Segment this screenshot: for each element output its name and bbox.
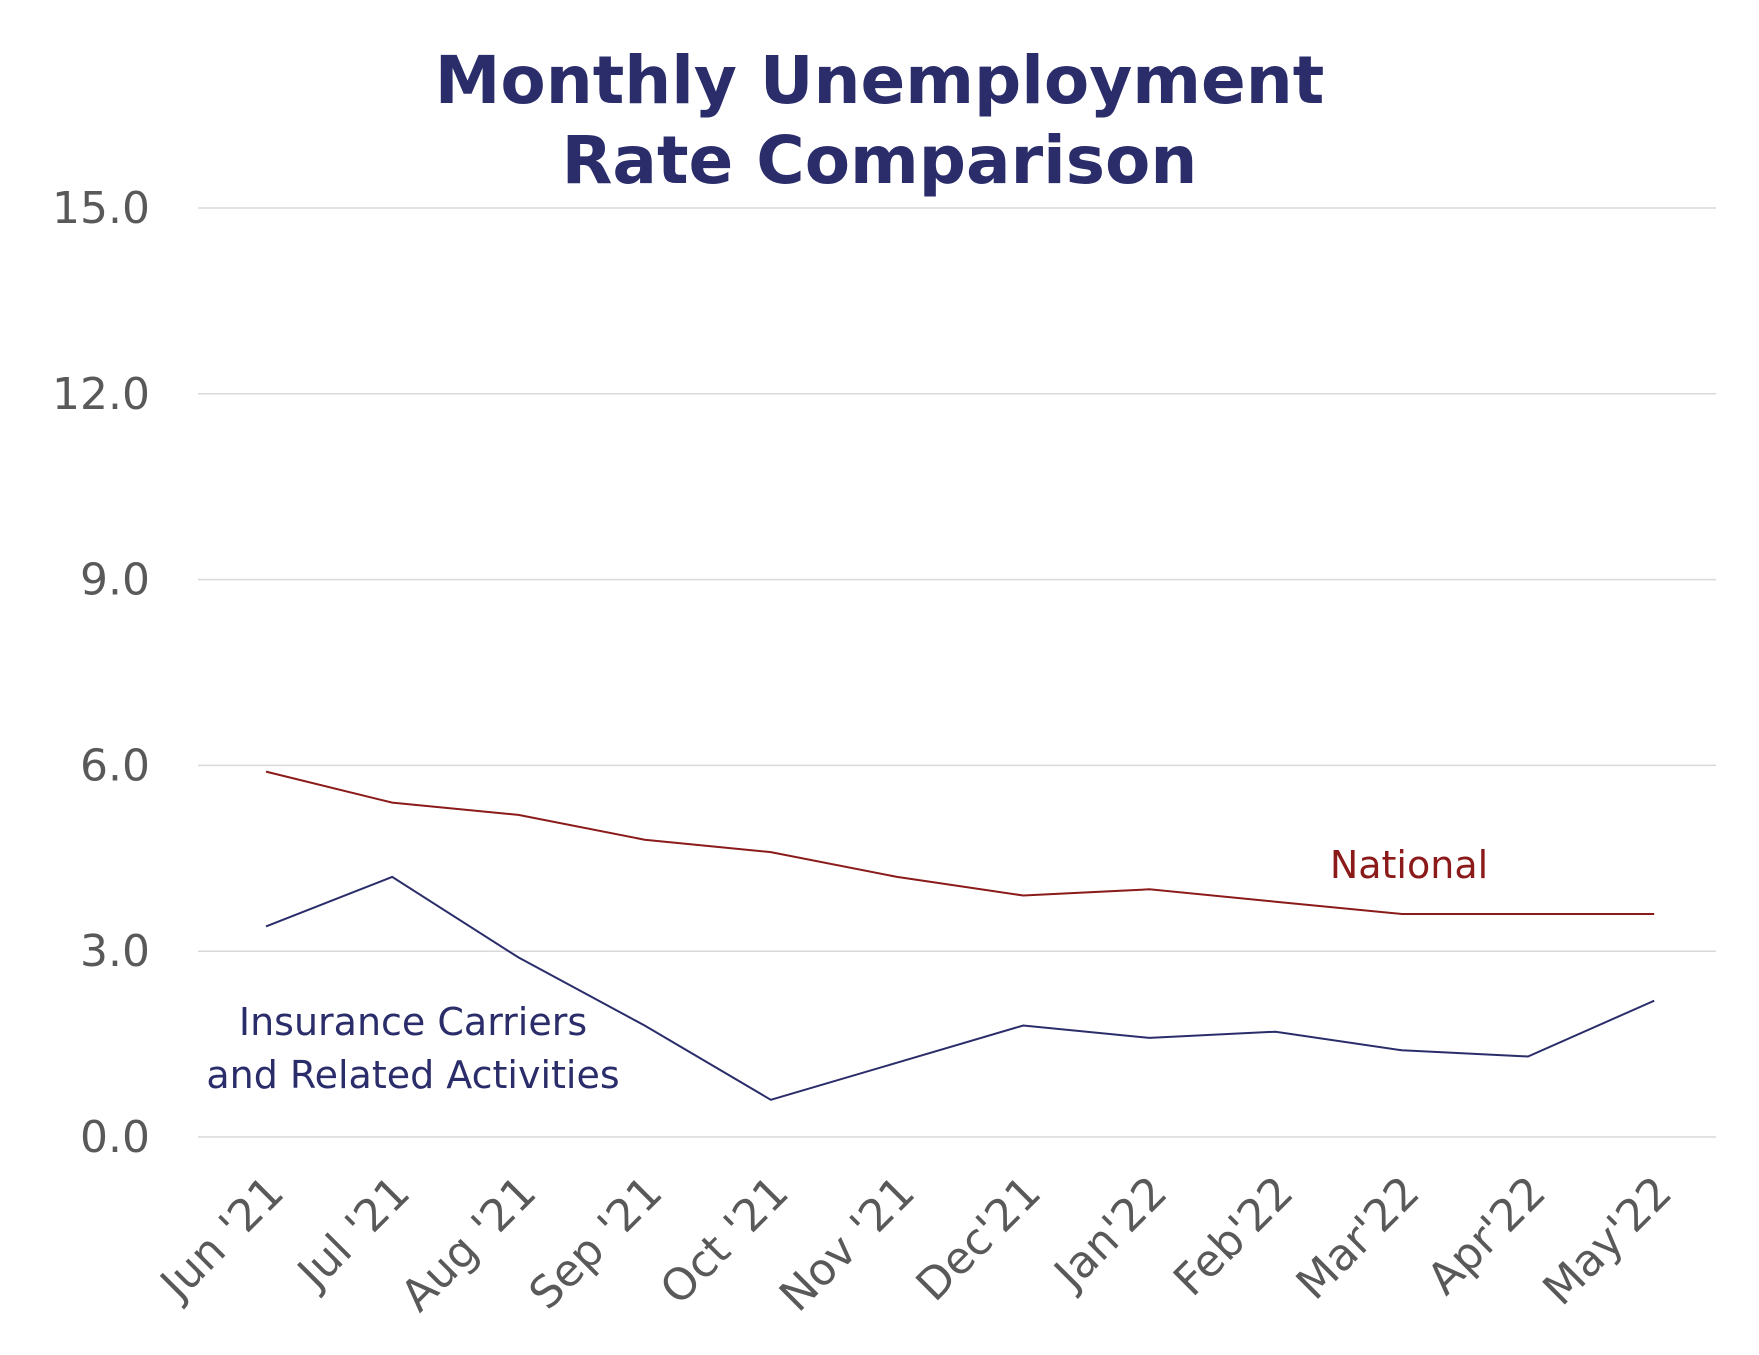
data-point (1023, 1025, 1024, 1026)
chart-title-line-1: Monthly Unemployment (434, 42, 1325, 119)
x-tick-label: Jan'22 (1043, 1167, 1177, 1301)
data-point (1528, 914, 1529, 915)
data-point (1275, 901, 1276, 902)
data-point (518, 957, 519, 958)
data-point (392, 876, 393, 877)
x-tick-label: Feb'22 (1164, 1167, 1303, 1306)
data-point (770, 852, 771, 853)
x-tick-label: Aug '21 (391, 1167, 546, 1322)
data-point (644, 839, 645, 840)
data-point (1275, 1031, 1276, 1032)
data-point (1654, 1000, 1655, 1001)
y-tick-label: 9.0 (80, 555, 150, 606)
y-tick-label: 0.0 (80, 1112, 150, 1163)
series-line-insurance (265, 875, 1655, 1101)
series-line-national (265, 770, 1655, 915)
y-tick-label: 6.0 (80, 740, 150, 791)
x-tick-label: Mar'22 (1287, 1167, 1430, 1310)
data-point (897, 1062, 898, 1063)
data-point (266, 771, 267, 772)
x-tick-label: Sep '21 (520, 1167, 673, 1320)
x-tick-label: Jun '21 (149, 1167, 294, 1312)
x-tick-label: Nov '21 (770, 1167, 925, 1322)
data-point (770, 1099, 771, 1100)
series-label-insurance: Insurance Carriers (239, 1000, 587, 1044)
data-point (392, 802, 393, 803)
data-point (266, 926, 267, 927)
data-point (1149, 889, 1150, 890)
y-tick-label: 3.0 (80, 926, 150, 977)
data-point (1023, 895, 1024, 896)
data-point (1149, 1037, 1150, 1038)
data-point (518, 814, 519, 815)
series-label-national: National (1330, 843, 1488, 887)
chart-title-line-2: Rate Comparison (561, 122, 1198, 199)
y-tick-label: 15.0 (52, 183, 150, 234)
data-point (1401, 1050, 1402, 1051)
series-label-insurance: and Related Activities (206, 1053, 619, 1097)
x-tick-label: Apr'22 (1418, 1167, 1556, 1305)
x-tick-label: May'22 (1533, 1167, 1682, 1316)
data-point (897, 876, 898, 877)
data-point (1401, 914, 1402, 915)
x-tick-label: Dec'21 (907, 1167, 1051, 1311)
data-point (644, 1025, 645, 1026)
data-point (1528, 1056, 1529, 1057)
data-point (1654, 914, 1655, 915)
y-tick-label: 12.0 (52, 369, 150, 420)
